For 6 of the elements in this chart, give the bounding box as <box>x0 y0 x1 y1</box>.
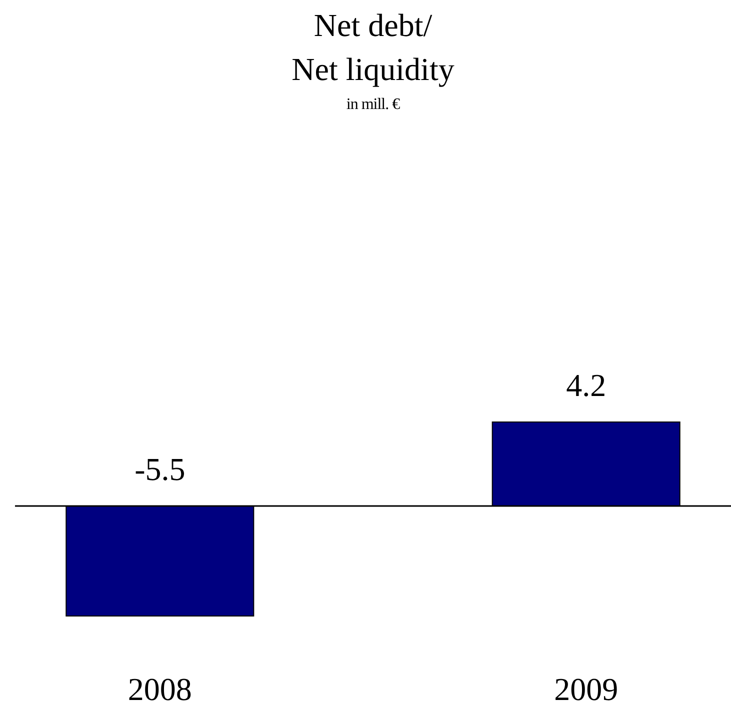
data-label: -5.5 <box>134 451 186 487</box>
chart-subtitle: in mill. € <box>346 96 400 113</box>
data-label: 4.2 <box>566 367 606 403</box>
x-tick-label: 2009 <box>554 671 618 704</box>
chart-title: Net debt/ Net liquidity <box>292 7 454 87</box>
x-tick-label: 2008 <box>128 671 192 704</box>
